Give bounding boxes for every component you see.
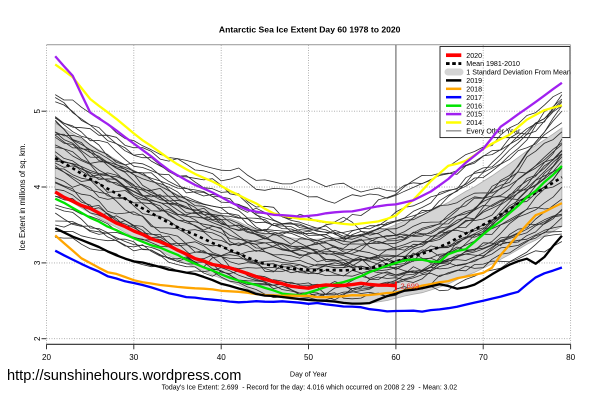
svg-text:Mean 1981-2010: Mean 1981-2010 [466, 60, 520, 68]
svg-text:80: 80 [566, 353, 576, 362]
svg-text:2015: 2015 [466, 111, 482, 119]
svg-text:5: 5 [33, 108, 42, 113]
svg-text:2014: 2014 [466, 119, 482, 127]
svg-text:2017: 2017 [466, 94, 482, 102]
svg-text:30: 30 [129, 353, 139, 362]
svg-text:2018: 2018 [466, 85, 482, 93]
svg-text:3: 3 [33, 260, 42, 265]
svg-text:Day of Year: Day of Year [290, 370, 328, 379]
svg-text:60: 60 [391, 353, 401, 362]
svg-text:40: 40 [217, 353, 227, 362]
svg-text:Ice Extent in millions of sq.: Ice Extent in millions of sq. km. [18, 143, 27, 250]
svg-text:20: 20 [42, 353, 52, 362]
svg-text:2019: 2019 [466, 77, 482, 85]
svg-text:4: 4 [33, 184, 42, 189]
svg-text:Every Other Year: Every Other Year [466, 128, 521, 136]
svg-text:http://sunshinehours.wordpress: http://sunshinehours.wordpress.com [7, 368, 241, 384]
svg-text:2016: 2016 [466, 102, 482, 110]
svg-text:2: 2 [33, 336, 42, 341]
svg-text:70: 70 [479, 353, 489, 362]
svg-text:2.699: 2.699 [401, 281, 420, 290]
svg-text:1 Standard Deviation From Mean: 1 Standard Deviation From Mean [466, 69, 571, 77]
svg-text:Antarctic Sea Ice Extent Day 6: Antarctic Sea Ice Extent Day 60 1978 to … [219, 24, 401, 34]
svg-text:50: 50 [304, 353, 314, 362]
svg-text:2020: 2020 [466, 52, 482, 60]
svg-text:Today's Ice Extent: 2.699 - R: Today's Ice Extent: 2.699 - Record for t… [162, 385, 458, 392]
